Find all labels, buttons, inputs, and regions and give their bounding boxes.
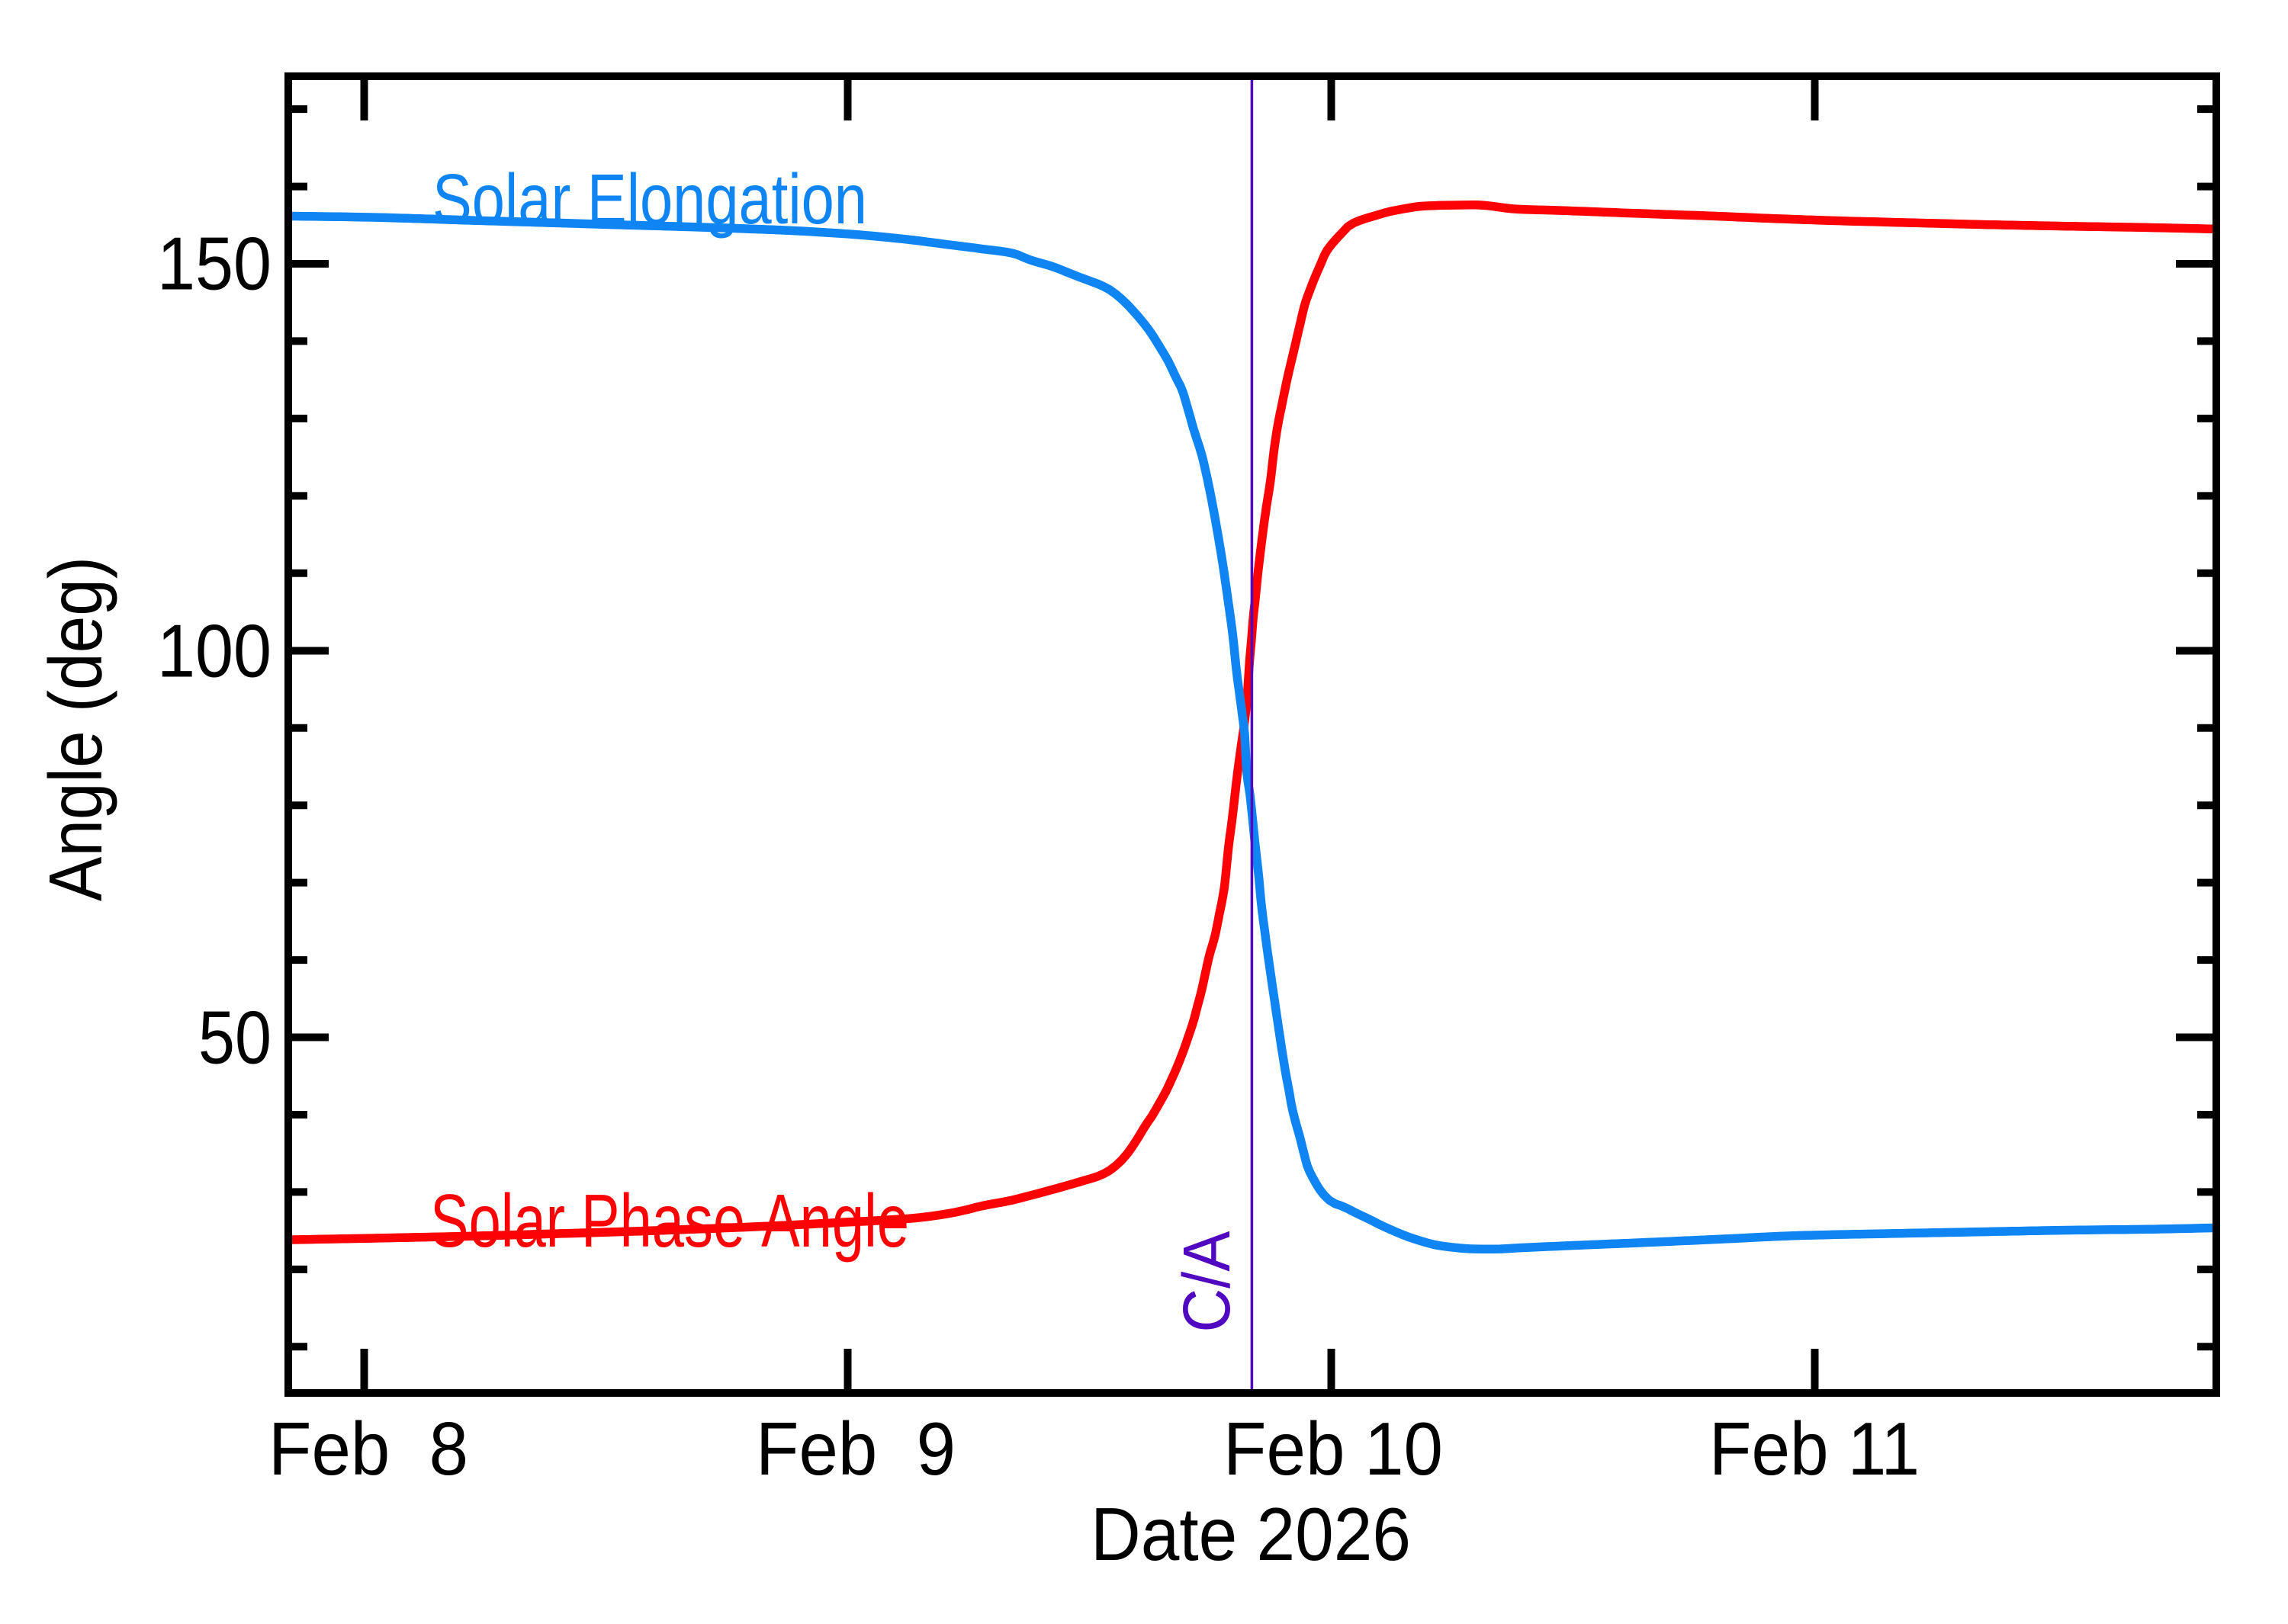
svg-text:50: 50 xyxy=(198,996,272,1080)
svg-text:Feb 9: Feb 9 xyxy=(756,1407,956,1491)
svg-text:C/A: C/A xyxy=(1170,1231,1244,1333)
svg-text:Feb 8: Feb 8 xyxy=(268,1407,468,1491)
svg-text:Solar Phase Angle: Solar Phase Angle xyxy=(430,1179,909,1263)
svg-text:150: 150 xyxy=(157,222,272,306)
svg-text:Date 2026: Date 2026 xyxy=(1091,1492,1411,1576)
svg-text:Angle (deg): Angle (deg) xyxy=(34,557,117,901)
svg-text:Feb 10: Feb 10 xyxy=(1223,1407,1443,1491)
svg-text:Solar Elongation: Solar Elongation xyxy=(432,159,867,239)
svg-text:100: 100 xyxy=(157,609,272,693)
svg-text:Feb 11: Feb 11 xyxy=(1709,1407,1920,1491)
